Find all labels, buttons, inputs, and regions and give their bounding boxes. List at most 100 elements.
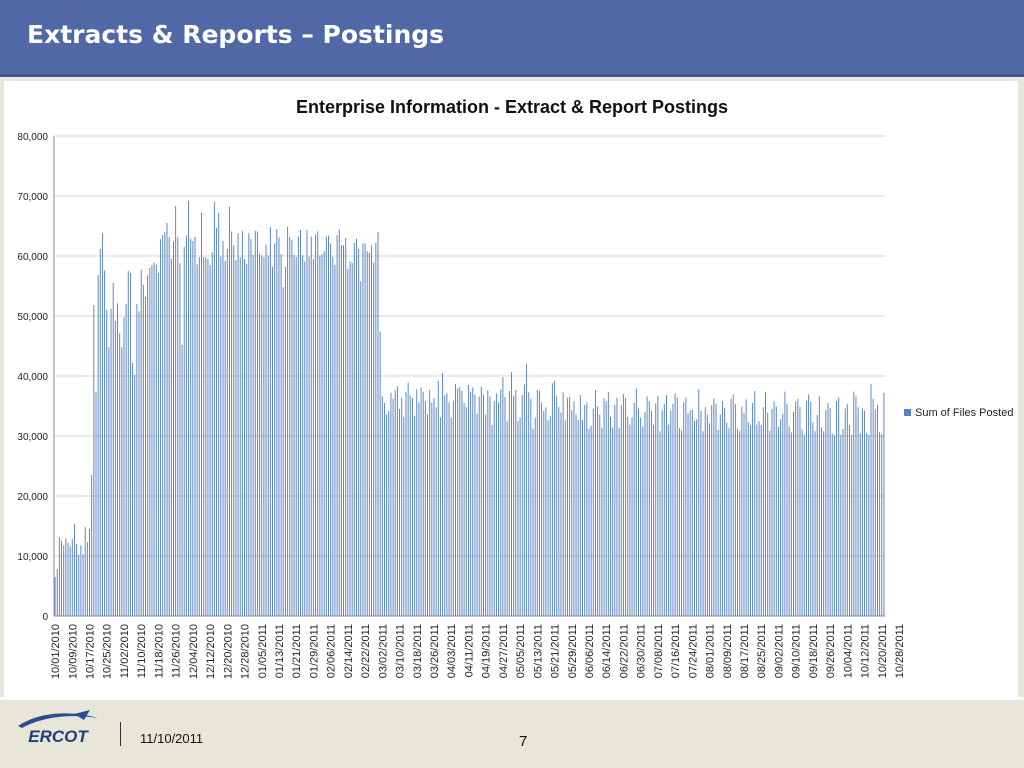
bar	[332, 257, 334, 616]
bar	[782, 413, 784, 616]
bar	[491, 425, 493, 616]
bar	[666, 395, 667, 616]
bar	[519, 417, 521, 616]
bar	[676, 397, 678, 616]
bar	[455, 383, 456, 616]
bar	[403, 416, 405, 616]
bar	[840, 434, 842, 616]
x-tick-label: 05/21/2011	[550, 624, 562, 678]
bar	[321, 254, 323, 616]
y-tick-label: 20,000	[17, 492, 48, 503]
bar	[61, 541, 63, 616]
bar	[340, 245, 342, 616]
bar	[483, 394, 484, 616]
bar	[401, 397, 403, 616]
bar	[278, 237, 280, 616]
bar	[188, 200, 190, 617]
bar	[543, 410, 545, 616]
bar	[252, 254, 254, 617]
bar	[737, 428, 739, 616]
x-tick-label: 04/03/2011	[446, 624, 458, 678]
x-tick-label: 12/28/2010	[240, 624, 252, 679]
bar	[493, 401, 495, 616]
bar	[446, 392, 448, 616]
bar	[612, 427, 614, 616]
bar	[300, 230, 301, 616]
bar	[302, 255, 304, 616]
bar	[653, 424, 655, 616]
bar	[181, 344, 183, 616]
bar	[127, 271, 129, 616]
bar	[231, 231, 233, 616]
x-tick-label: 05/29/2011	[567, 624, 579, 678]
bar	[467, 385, 469, 616]
bar	[618, 428, 620, 616]
bar	[790, 432, 792, 616]
y-tick-label: 30,000	[17, 432, 48, 443]
bar	[177, 237, 179, 616]
bar	[411, 398, 413, 616]
bar	[366, 251, 368, 616]
legend-swatch	[904, 409, 911, 416]
bar	[420, 387, 422, 616]
bar	[793, 412, 794, 616]
bar	[86, 542, 88, 616]
x-tick-label: 04/19/2011	[481, 624, 493, 678]
bar	[765, 392, 766, 616]
bar	[435, 407, 437, 616]
bar	[786, 403, 788, 616]
bar	[121, 347, 123, 616]
bar	[164, 232, 166, 616]
bar	[610, 416, 611, 616]
bar	[601, 427, 603, 616]
bar	[379, 331, 381, 616]
bar-chart: Enterprise Information - Extract & Repor…	[17, 97, 1013, 679]
bar	[571, 410, 573, 616]
bar	[575, 414, 577, 616]
bar	[312, 259, 314, 616]
bar	[704, 407, 706, 616]
bar	[762, 407, 764, 616]
bar	[646, 396, 648, 616]
slide-footer: ERCOT 11/10/2011 7	[0, 700, 1024, 768]
bar	[775, 406, 777, 616]
bar	[538, 391, 540, 616]
y-tick-label: 80,000	[17, 132, 48, 143]
x-tick-label: 09/18/2011	[808, 624, 820, 678]
bar	[291, 239, 293, 617]
bar	[853, 391, 855, 616]
bar	[207, 259, 209, 616]
bar	[573, 401, 575, 616]
bar	[717, 430, 719, 616]
x-tick-label: 01/05/2011	[257, 624, 269, 678]
bar	[325, 236, 327, 617]
bar	[101, 233, 103, 616]
bar	[547, 420, 549, 616]
bar	[125, 304, 127, 616]
bar	[769, 430, 771, 616]
bar	[76, 544, 78, 616]
bar	[876, 404, 878, 616]
bar	[226, 248, 228, 617]
slide-title: Extracts & Reports – Postings	[27, 20, 445, 49]
bar	[222, 241, 224, 616]
bar	[328, 235, 329, 616]
bar	[566, 397, 568, 616]
x-tick-label: 10/04/2011	[842, 624, 854, 678]
bar	[530, 398, 532, 616]
bar	[719, 414, 721, 616]
bar	[734, 404, 736, 616]
bar	[747, 422, 749, 616]
bar	[211, 252, 213, 616]
bar	[106, 310, 108, 616]
bar	[668, 424, 670, 616]
bar	[218, 212, 220, 617]
bar	[640, 417, 642, 616]
x-tick-label: 06/06/2011	[584, 624, 596, 678]
y-tick-label: 70,000	[17, 192, 48, 203]
bar	[868, 434, 870, 616]
bar	[590, 425, 592, 616]
bar	[508, 391, 510, 616]
bar	[797, 398, 799, 616]
x-tick-label: 09/26/2011	[825, 624, 837, 678]
